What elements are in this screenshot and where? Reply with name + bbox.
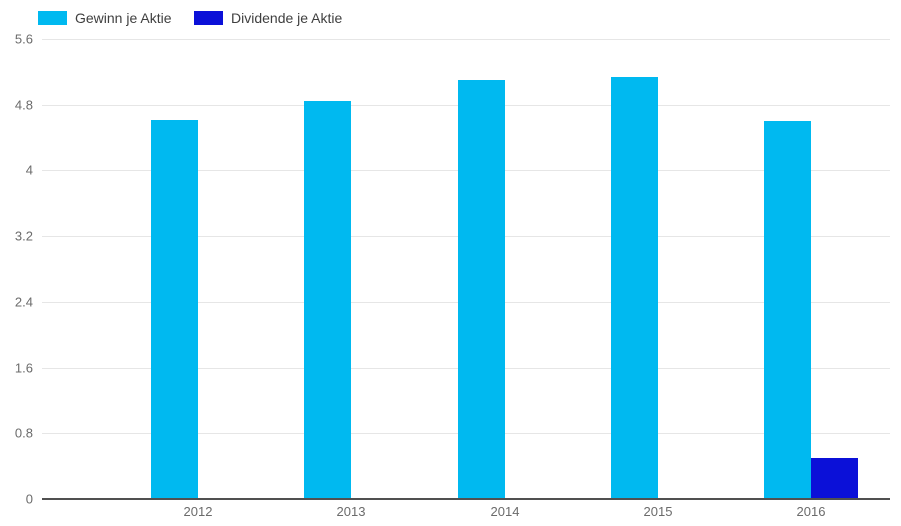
x-axis-label-2014: 2014	[490, 504, 520, 519]
y-axis-tick-label-4.8: 4.8	[14, 97, 33, 113]
x-axis-label-2013: 2013	[336, 504, 366, 519]
y-axis-tick-label-5.6: 5.6	[14, 31, 33, 47]
bar-gewinn-2013[interactable]	[304, 101, 351, 499]
x-axis-line	[42, 498, 890, 500]
y-axis-tick-label-1.6: 1.6	[14, 360, 33, 376]
bar-gewinn-2015[interactable]	[611, 77, 658, 499]
legend-swatch-dividende-icon	[194, 11, 223, 25]
legend-label-gewinn: Gewinn je Aktie	[75, 10, 172, 26]
gridline-5.6	[42, 39, 890, 40]
y-axis-tick-label-3.2: 3.2	[14, 228, 33, 244]
bar-gewinn-2016[interactable]	[764, 121, 811, 499]
legend-swatch-gewinn-icon	[38, 11, 67, 25]
x-axis-label-2015: 2015	[643, 504, 673, 519]
chart-legend: Gewinn je Aktie Dividende je Aktie	[0, 10, 901, 26]
legend-item-dividende: Dividende je Aktie	[194, 10, 342, 26]
y-axis-tick-label-2.4: 2.4	[14, 294, 33, 310]
legend-label-dividende: Dividende je Aktie	[231, 10, 343, 26]
legend-item-gewinn: Gewinn je Aktie	[38, 10, 172, 26]
x-axis-label-2012: 2012	[183, 504, 213, 519]
bar-dividende-2016[interactable]	[811, 458, 858, 499]
y-axis-tick-label-4: 4	[25, 162, 33, 178]
y-axis-tick-label-0: 0	[25, 491, 33, 507]
bar-gewinn-2014[interactable]	[458, 80, 505, 499]
y-axis-tick-label-0.8: 0.8	[14, 425, 33, 441]
x-axis-label-2016: 2016	[796, 504, 826, 519]
bar-gewinn-2012[interactable]	[151, 120, 198, 499]
